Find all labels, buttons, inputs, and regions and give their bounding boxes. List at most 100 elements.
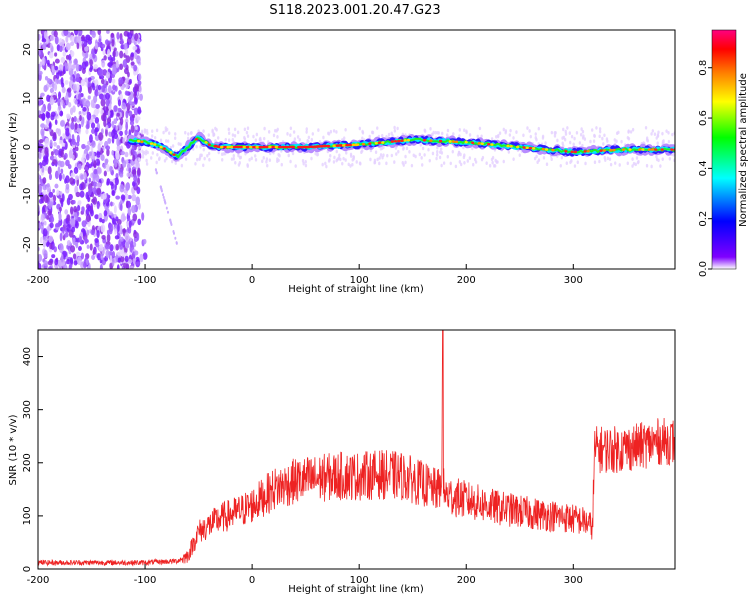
noise-cell	[79, 115, 82, 122]
faint-cell	[177, 142, 180, 146]
faint-cell	[572, 142, 575, 147]
faint-cell	[512, 136, 515, 140]
y-tick-label: 0	[22, 566, 33, 572]
faint-cell	[236, 130, 240, 135]
faint-cell	[480, 157, 484, 162]
faint-cell	[202, 147, 206, 152]
noise-cell	[94, 117, 100, 124]
noise-cell	[69, 177, 75, 185]
peak-cell	[551, 148, 555, 152]
noise-cell	[46, 195, 49, 203]
noise-cell	[54, 119, 58, 126]
peak-cell	[274, 145, 279, 149]
faint-cell	[361, 130, 365, 135]
noise-cell	[56, 189, 60, 196]
colorbar-tick-label: 0.6	[698, 110, 709, 126]
peak-cell	[654, 148, 658, 151]
faint-cell	[463, 160, 466, 165]
peak-cell	[341, 144, 347, 147]
faint-cell	[508, 133, 512, 137]
noise-cell	[75, 191, 81, 198]
faint-cell	[163, 158, 167, 163]
faint-cell	[561, 141, 564, 146]
noise-cell	[139, 93, 143, 101]
noise-cell	[64, 232, 69, 238]
noise-cell	[100, 154, 105, 162]
noise-cell	[61, 87, 66, 93]
faint-cell	[289, 126, 293, 131]
faint-cell	[474, 160, 478, 164]
noise-cell	[42, 228, 48, 237]
noise-cell	[49, 43, 53, 48]
noise-cell	[72, 105, 76, 113]
faint-cell	[412, 153, 415, 158]
noise-cell	[113, 105, 118, 112]
noise-cell	[47, 210, 52, 216]
faint-cell	[618, 163, 621, 167]
peak-cell	[280, 145, 286, 149]
faint-cell	[311, 132, 315, 136]
noise-cell	[137, 38, 141, 44]
faint-cell	[156, 152, 159, 157]
noise-cell	[119, 116, 124, 126]
noise-cell	[113, 205, 117, 214]
noise-cell	[59, 110, 64, 117]
noise-cell	[100, 78, 105, 85]
faint-cell	[632, 161, 636, 166]
noise-cell	[119, 130, 124, 136]
noise-cell	[77, 204, 81, 212]
faint-cell	[145, 162, 149, 166]
noise-cell	[42, 184, 48, 191]
faint-cell	[376, 157, 379, 162]
noise-cell	[76, 35, 82, 44]
faint-cell	[358, 126, 362, 131]
noise-cell	[45, 111, 51, 119]
peak-cell	[277, 145, 283, 149]
faint-cell	[459, 162, 463, 167]
colorbar-tick-label: 0.2	[698, 211, 709, 227]
noise-cell	[76, 134, 80, 144]
noise-cell	[48, 191, 54, 198]
faint-cell	[598, 159, 601, 164]
faint-cell	[601, 136, 604, 141]
noise-cell	[78, 93, 82, 101]
faint-cell	[155, 128, 159, 133]
noise-cell	[49, 139, 53, 148]
faint-cell	[385, 161, 388, 166]
peak-cell	[219, 145, 225, 149]
noise-cell	[91, 254, 96, 260]
x-tick-label: 200	[457, 575, 476, 586]
faint-cell	[146, 131, 149, 135]
noise-cell	[45, 117, 50, 125]
noise-cell	[58, 243, 64, 251]
faint-cell	[452, 132, 455, 136]
faint-cell	[609, 162, 613, 167]
noise-cell	[64, 80, 69, 85]
noise-cell	[49, 155, 55, 161]
noise-cell	[68, 137, 72, 143]
faint-cell	[468, 133, 472, 137]
noise-cell	[107, 84, 112, 94]
faint-cell	[199, 144, 202, 149]
noise-cell	[71, 116, 75, 123]
faint-cell	[294, 164, 297, 168]
noise-cell	[96, 204, 100, 210]
faint-cell	[439, 147, 443, 151]
noise-cell	[67, 164, 72, 170]
peak-cell	[400, 139, 404, 143]
y-tick-label: -10	[22, 188, 33, 204]
peak-cell	[381, 141, 385, 144]
noise-cell	[66, 240, 71, 246]
faint-cell	[246, 134, 250, 138]
faint-cell	[198, 155, 202, 160]
noise-cell	[132, 113, 136, 119]
colorbar: 0.0 0.2 0.4 0.6 0.8 Normalized spectral ampl…	[698, 29, 749, 277]
noise-cell	[70, 50, 75, 58]
noise-cell	[115, 152, 120, 160]
noise-cell	[64, 178, 67, 184]
faint-cell	[207, 151, 211, 156]
faint-cell	[349, 154, 353, 158]
spectrogram-x-axis-label: Height of straight line (km)	[288, 284, 424, 295]
faint-cell	[655, 154, 658, 159]
noise-cell	[44, 165, 48, 171]
